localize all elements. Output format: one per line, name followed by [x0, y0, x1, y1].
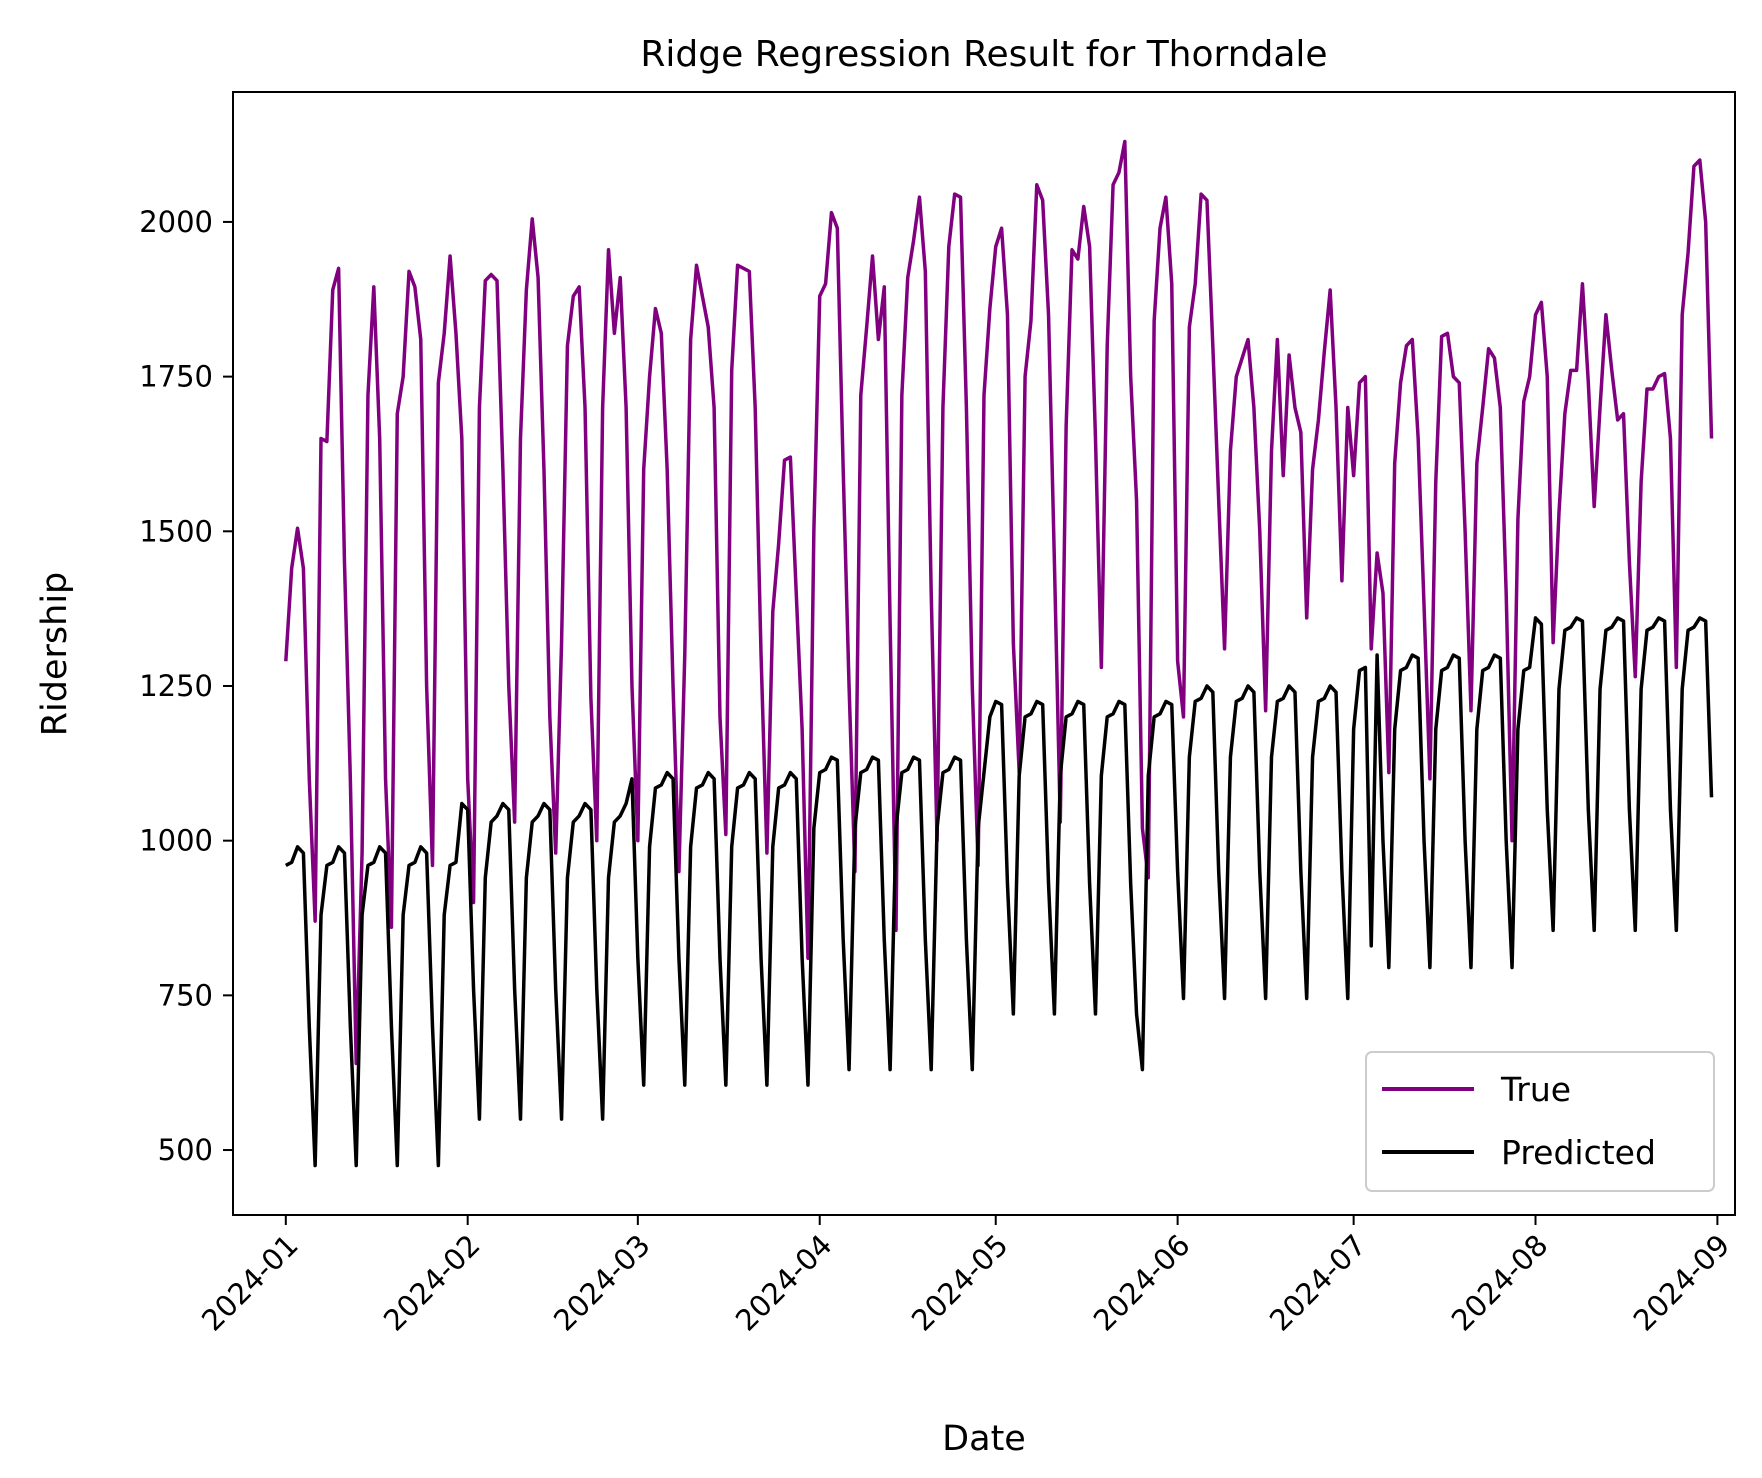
y-tick-label: 500	[158, 1133, 213, 1167]
x-axis-label: Date	[942, 1419, 1026, 1459]
series-line-true	[284, 139, 1714, 1066]
legend: True Predicted	[1365, 1051, 1715, 1192]
series-layer	[284, 139, 1714, 1168]
y-tick-label: 750	[158, 978, 213, 1012]
series-line-predicted	[284, 616, 1714, 1168]
legend-label-predicted: Predicted	[1501, 1133, 1656, 1172]
legend-box	[1365, 1051, 1715, 1192]
y-axis: 500 750 1000 1250 1500 1750 2000	[139, 205, 233, 1167]
y-tick-label: 1000	[139, 824, 213, 858]
y-tick-label: 2000	[139, 205, 213, 239]
y-tick-label: 1250	[139, 669, 213, 703]
y-tick-label: 1750	[139, 360, 213, 394]
plot-area-frame	[232, 91, 1736, 1216]
chart-title: Ridge Regression Result for Thorndale	[640, 34, 1327, 75]
legend-label-true: True	[1500, 1070, 1571, 1109]
y-tick-label: 1500	[139, 514, 213, 548]
y-axis-label: Ridership	[35, 572, 75, 737]
